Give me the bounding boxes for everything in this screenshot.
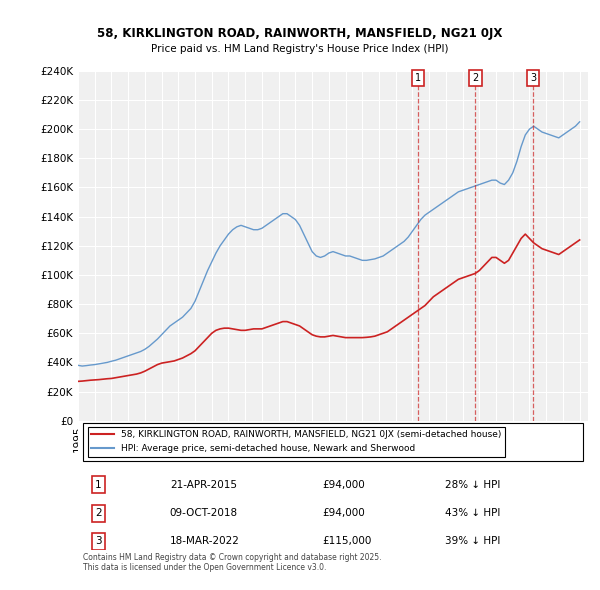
Text: 21-APR-2015: 21-APR-2015 — [170, 480, 237, 490]
Text: 39% ↓ HPI: 39% ↓ HPI — [445, 536, 500, 546]
Text: 3: 3 — [530, 73, 536, 83]
Text: 2: 2 — [95, 509, 102, 519]
Text: 09-OCT-2018: 09-OCT-2018 — [170, 509, 238, 519]
Text: 1: 1 — [95, 480, 102, 490]
Text: 58, KIRKLINGTON ROAD, RAINWORTH, MANSFIELD, NG21 0JX: 58, KIRKLINGTON ROAD, RAINWORTH, MANSFIE… — [97, 27, 503, 40]
Text: Price paid vs. HM Land Registry's House Price Index (HPI): Price paid vs. HM Land Registry's House … — [151, 44, 449, 54]
Text: 1: 1 — [415, 73, 421, 83]
Text: 18-MAR-2022: 18-MAR-2022 — [170, 536, 239, 546]
Text: £115,000: £115,000 — [323, 536, 372, 546]
Text: £94,000: £94,000 — [323, 509, 365, 519]
Text: 3: 3 — [95, 536, 102, 546]
Text: 43% ↓ HPI: 43% ↓ HPI — [445, 509, 500, 519]
Text: £94,000: £94,000 — [323, 480, 365, 490]
Text: 28% ↓ HPI: 28% ↓ HPI — [445, 480, 500, 490]
Legend: 58, KIRKLINGTON ROAD, RAINWORTH, MANSFIELD, NG21 0JX (semi-detached house), HPI:: 58, KIRKLINGTON ROAD, RAINWORTH, MANSFIE… — [88, 427, 505, 457]
Text: 2: 2 — [472, 73, 479, 83]
FancyBboxPatch shape — [83, 423, 583, 461]
Text: Contains HM Land Registry data © Crown copyright and database right 2025.
This d: Contains HM Land Registry data © Crown c… — [83, 553, 382, 572]
